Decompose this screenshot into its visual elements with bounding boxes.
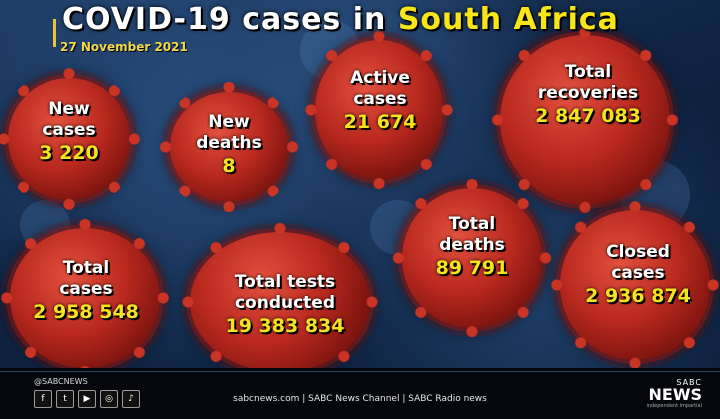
stat-label: Total cases [59,258,113,299]
virus-graphic [550,200,720,370]
stat-value: 2 936 874 [585,285,691,307]
logo-main: NEWS [648,385,703,404]
virus-graphic [0,218,170,378]
stat-total-cases: Total cases 2 958 548 [16,258,156,324]
stat-active-cases: Active cases 21 674 [320,68,440,134]
sabc-news-logo: SABC NEWS independent impartial [646,378,702,410]
stat-total-deaths: Total deaths 89 791 [412,214,532,280]
stat-label: New cases [42,99,96,140]
virus-graphic [160,82,298,212]
stat-value: 8 [222,155,236,177]
virus-graphic [392,178,552,338]
stat-label: Total deaths [439,214,505,255]
title-prefix: COVID-19 cases in [62,2,398,37]
social-icons: f t ▶ ◎ ♪ [34,390,140,408]
virus-graphic [490,25,680,215]
report-date: 27 November 2021 [60,40,188,54]
logo-tag: independent impartial [646,403,702,409]
virus-graphic [0,68,140,210]
stat-new-cases: New cases 3 220 [14,99,124,165]
footer-divider [0,371,720,372]
stat-total-recoveries: Total recoveries 2 847 083 [518,62,658,128]
footer-channels: sabcnews.com | SABC News Channel | SABC … [233,394,487,404]
facebook-icon[interactable]: f [34,390,52,408]
virus-graphic [305,30,453,190]
stat-label: Total tests conducted [234,272,336,313]
stat-value: 2 847 083 [535,105,641,127]
stat-label: New deaths [196,112,262,153]
footer-bar: @SABCNEWS f t ▶ ◎ ♪ sabcnews.com | SABC … [0,368,720,419]
date-accent-bar [53,19,56,47]
social-handle: @SABCNEWS [34,377,88,386]
stat-value: 3 220 [39,142,99,164]
stat-label: Total recoveries [537,62,639,103]
title-highlight: South Africa [397,2,619,37]
virus-graphic [180,222,380,382]
youtube-icon[interactable]: ▶ [78,390,96,408]
logo-top: SABC [676,378,702,387]
stat-new-deaths: New deaths 8 [174,112,284,178]
stat-label: Closed cases [606,242,670,283]
stat-value: 19 383 834 [225,315,345,337]
twitter-icon[interactable]: t [56,390,74,408]
stat-total-tests: Total tests conducted 19 383 834 [205,272,365,338]
page-title: COVID-19 cases in South Africa [62,2,619,37]
stat-value: 2 958 548 [33,301,139,323]
tiktok-icon[interactable]: ♪ [122,390,140,408]
stat-label: Active cases [350,68,410,109]
stat-value: 21 674 [343,111,417,133]
instagram-icon[interactable]: ◎ [100,390,118,408]
stat-closed-cases: Closed cases 2 936 874 [568,242,708,308]
stat-value: 89 791 [435,257,509,279]
